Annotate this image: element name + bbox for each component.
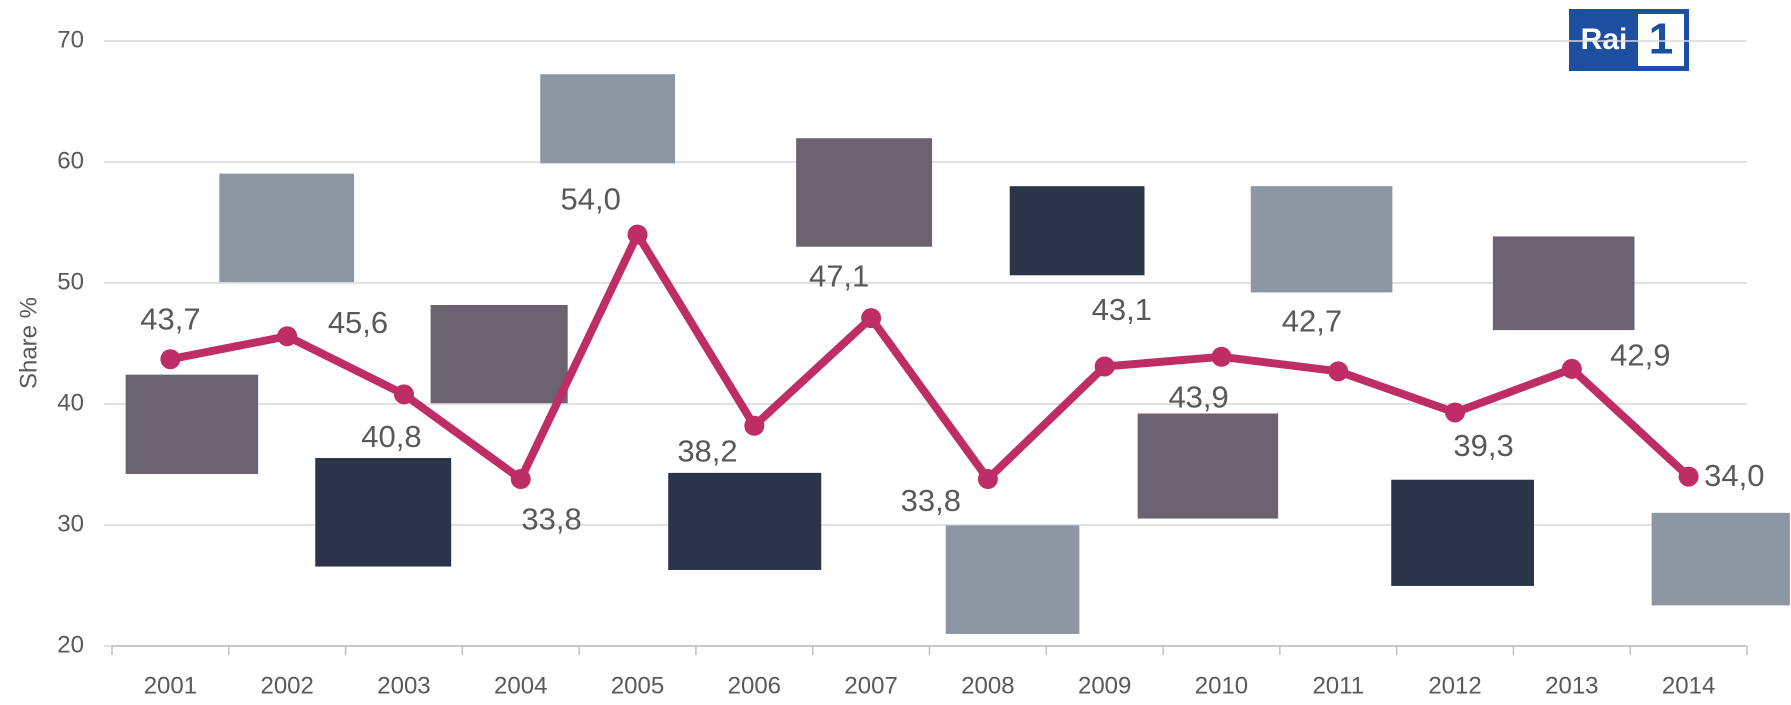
data-label: 47,1 (809, 258, 869, 293)
marker (1445, 402, 1465, 422)
x-tick-label: 2006 (728, 672, 781, 699)
x-tick-label: 2014 (1662, 672, 1715, 699)
data-label: 43,9 (1168, 379, 1228, 414)
data-label: 38,2 (677, 433, 737, 468)
x-tick-label: 2004 (494, 672, 547, 699)
marker (160, 349, 180, 369)
marker (978, 469, 998, 489)
chart: Share % Rai 1 20 30 40 50 60 70 2001 2002 2003 20… (0, 0, 1791, 705)
y-tick-label: 70 (57, 26, 84, 53)
data-label: 42,9 (1610, 338, 1670, 373)
x-tick-label: 2010 (1195, 672, 1248, 699)
data-label: 40,8 (361, 419, 421, 454)
data-label: 39,3 (1453, 428, 1513, 463)
data-label: 34,0 (1704, 458, 1764, 493)
marker (1095, 356, 1115, 376)
logo-text: Rai (1581, 23, 1628, 56)
x-tick-label: 2001 (144, 672, 197, 699)
x-tick-label: 2003 (377, 672, 430, 699)
marker (511, 469, 531, 489)
y-tick-label: 50 (57, 268, 84, 295)
photo (431, 305, 568, 403)
y-axis-title: Share % (15, 297, 42, 389)
photo (1138, 413, 1278, 518)
marker (861, 308, 881, 328)
logo: Rai 1 (1569, 9, 1689, 71)
y-tick-label: 20 (57, 631, 84, 658)
photo (668, 473, 821, 570)
data-label: 33,8 (521, 501, 581, 536)
data-label: 42,7 (1282, 304, 1342, 339)
marker (1211, 347, 1231, 367)
marker (394, 384, 414, 404)
photo (1652, 513, 1790, 606)
y-tick-label: 60 (57, 147, 84, 174)
photo (540, 74, 675, 163)
x-tick-label: 2008 (961, 672, 1014, 699)
photo (1251, 186, 1393, 292)
marker (277, 326, 297, 346)
photo (796, 138, 932, 247)
x-tick-label: 2007 (844, 672, 897, 699)
data-label: 45,6 (328, 305, 388, 340)
marker (628, 225, 648, 245)
marker (1562, 359, 1582, 379)
marker (744, 416, 764, 436)
y-tick-label: 30 (57, 510, 84, 537)
marker (1328, 361, 1348, 381)
photo (946, 525, 1080, 634)
data-label: 43,7 (140, 302, 200, 337)
marker (1679, 467, 1699, 487)
photo (1010, 186, 1145, 275)
photo (1391, 480, 1534, 586)
x-tick-label: 2002 (260, 672, 313, 699)
photo (219, 174, 354, 283)
logo-number: 1 (1649, 15, 1673, 64)
x-tick-label: 2009 (1078, 672, 1131, 699)
x-tick-label: 2012 (1428, 672, 1481, 699)
data-label: 43,1 (1092, 292, 1152, 327)
x-tick-label: 2011 (1312, 672, 1364, 699)
photo (315, 458, 451, 567)
photo (1493, 236, 1635, 330)
y-tick-label: 40 (57, 389, 84, 416)
x-tick-label: 2005 (611, 672, 664, 699)
data-label: 54,0 (561, 182, 621, 217)
data-label: 33,8 (901, 483, 961, 518)
page: Share % Rai 1 20 30 40 50 60 70 2001 2002 2003 20… (0, 0, 1791, 705)
x-tick-label: 2013 (1545, 672, 1598, 699)
photo (126, 375, 258, 474)
